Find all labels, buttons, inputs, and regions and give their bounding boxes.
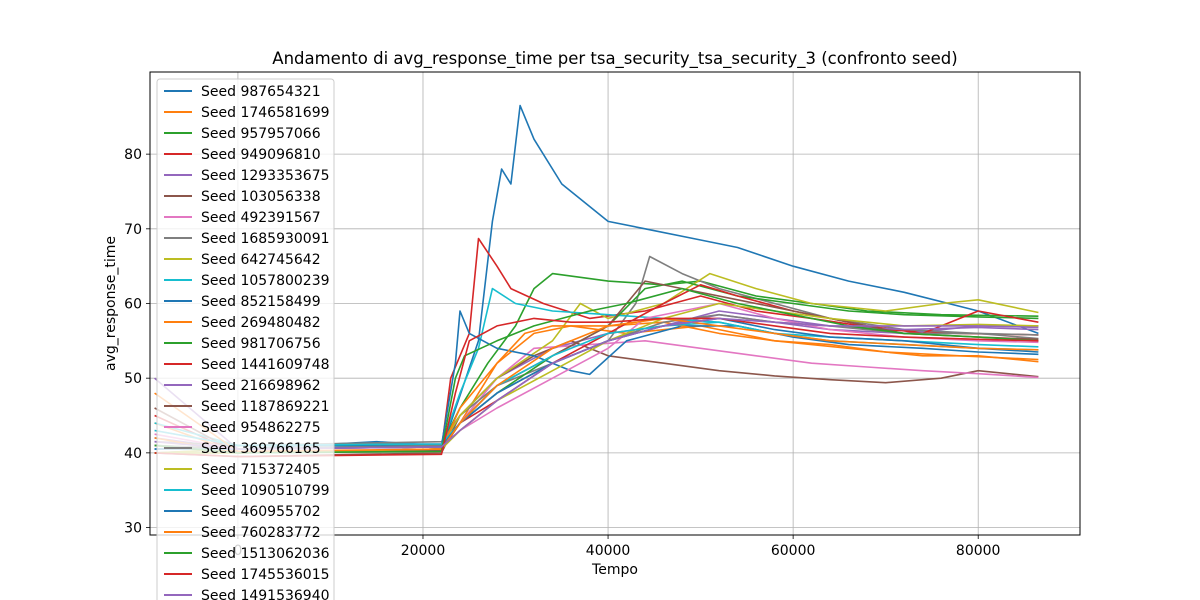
series-line bbox=[154, 310, 1039, 450]
legend-entry: Seed 1746581699 bbox=[201, 105, 330, 121]
legend-entry: Seed 1057800239 bbox=[201, 273, 330, 289]
y-tick-label: 80 bbox=[124, 147, 142, 163]
legend-entry: Seed 1293353675 bbox=[201, 168, 330, 184]
legend: Seed 987654321 Seed 1746581699 Seed 957957… bbox=[156, 78, 335, 600]
legend-entry: Seed 949096810 bbox=[201, 147, 321, 163]
y-axis-label: avg_response_time bbox=[103, 236, 119, 371]
legend-entry: Seed 460955702 bbox=[201, 504, 321, 520]
x-tick-label: 60000 bbox=[771, 543, 816, 559]
legend-entry: Seed 1187869221 bbox=[201, 399, 330, 415]
legend-entry: Seed 216698962 bbox=[201, 378, 321, 394]
legend-entry: Seed 954862275 bbox=[201, 420, 321, 436]
x-tick-label: 20000 bbox=[401, 543, 446, 559]
legend-entry: Seed 981706756 bbox=[201, 336, 321, 352]
legend-entry: Seed 103056338 bbox=[201, 189, 321, 205]
series-line bbox=[154, 317, 1039, 450]
legend-entry: Seed 1685930091 bbox=[201, 231, 330, 247]
legend-entry: Seed 760283772 bbox=[201, 525, 321, 541]
legend-entry: Seed 492391567 bbox=[201, 210, 321, 226]
y-tick-label: 50 bbox=[124, 371, 142, 387]
y-tick-label: 60 bbox=[124, 297, 142, 313]
legend-box bbox=[156, 78, 335, 600]
legend-entry: Seed 1745536015 bbox=[201, 567, 330, 583]
y-tick-label: 40 bbox=[124, 446, 142, 462]
legend-entry: Seed 715372405 bbox=[201, 462, 321, 478]
y-tick-label: 70 bbox=[124, 222, 142, 238]
y-tick-label: 30 bbox=[124, 521, 142, 537]
series-line bbox=[154, 317, 1039, 458]
series-layer bbox=[154, 104, 1039, 458]
series-line bbox=[154, 287, 1039, 454]
x-axis: 020000400006000080000 bbox=[233, 535, 1000, 559]
chart-title: Andamento di avg_response_time per tsa_s… bbox=[272, 49, 957, 69]
y-axis: 30 40 50 60 70 80 bbox=[124, 147, 150, 537]
legend-entry: Seed 642745642 bbox=[201, 252, 321, 268]
legend-entry: Seed 369766165 bbox=[201, 441, 321, 457]
x-axis-label: Tempo bbox=[591, 562, 638, 578]
x-tick-label: 80000 bbox=[956, 543, 1001, 559]
legend-entry: Seed 852158499 bbox=[201, 294, 321, 310]
legend-entry: Seed 1491536940 bbox=[201, 588, 330, 600]
legend-entry: Seed 1441609748 bbox=[201, 357, 330, 373]
legend-entry: Seed 987654321 bbox=[201, 84, 321, 100]
legend-entry: Seed 1513062036 bbox=[201, 546, 330, 562]
legend-entry: Seed 1090510799 bbox=[201, 483, 330, 499]
x-tick-label: 40000 bbox=[586, 543, 631, 559]
legend-entry: Seed 957957066 bbox=[201, 126, 321, 142]
series-line bbox=[154, 237, 1039, 454]
legend-entry: Seed 269480482 bbox=[201, 315, 321, 331]
